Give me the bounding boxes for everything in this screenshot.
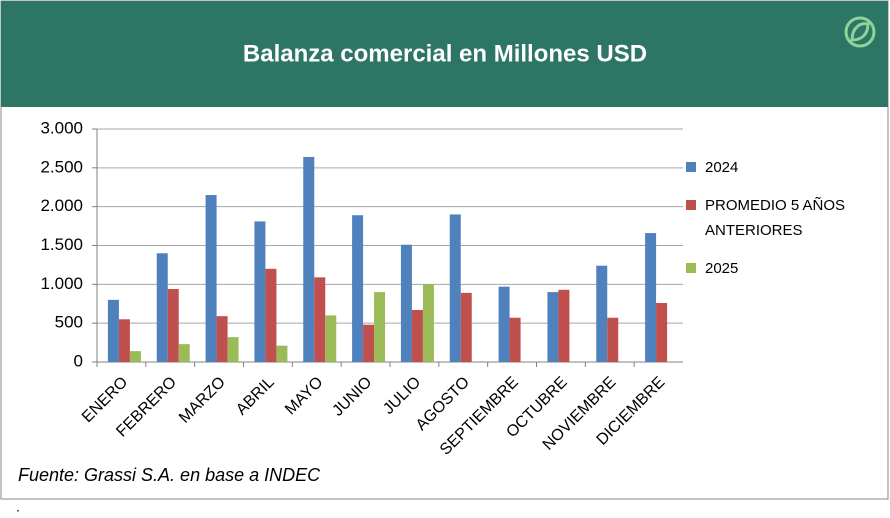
chart-title: Balanza comercial en Millones USD [243, 40, 647, 67]
bar [645, 233, 657, 362]
y-tick-label: 2.000 [40, 196, 83, 215]
bar [449, 214, 461, 362]
bar [558, 289, 570, 362]
y-tick-label: 0 [74, 351, 83, 370]
bar [216, 316, 228, 362]
bar [607, 317, 619, 362]
bar [107, 299, 119, 362]
bar [227, 337, 239, 362]
y-tick-label: 1.000 [40, 274, 83, 293]
y-tick-label: 3.000 [40, 118, 83, 137]
bar [400, 244, 412, 362]
legend-swatch [686, 263, 696, 273]
bar [411, 309, 423, 362]
legend-label: 2024 [705, 159, 739, 176]
legend: 2024 PROMEDIO 5 AÑOS ANTERIORES 2025 [686, 155, 876, 294]
bar [303, 156, 315, 362]
bar [509, 317, 521, 362]
legend-item: 2024 [686, 155, 876, 180]
y-tick-label: 2.500 [40, 157, 83, 176]
bar [460, 292, 472, 362]
legend-label: PROMEDIO 5 AÑOS ANTERIORES [705, 197, 846, 239]
y-tick-label: 1.500 [40, 235, 83, 254]
source: Fuente: Grassi S.A. en base a INDEC [18, 465, 321, 485]
bar [325, 315, 337, 362]
logo [844, 16, 876, 48]
legend-label: 2025 [705, 260, 739, 277]
bar [265, 268, 277, 362]
legend-swatch [686, 200, 696, 210]
bar [656, 302, 668, 362]
bar [363, 324, 375, 362]
y-tick-label: 500 [55, 313, 83, 332]
bar [547, 292, 559, 362]
bar [596, 265, 608, 362]
bar [374, 292, 386, 362]
legend-item: 2025 [686, 256, 876, 281]
bar [205, 195, 217, 362]
bar [276, 345, 288, 362]
legend-swatch [686, 162, 696, 172]
bar [352, 215, 364, 362]
bar [156, 253, 168, 362]
bar [422, 284, 434, 362]
bar [498, 286, 510, 362]
bar [118, 319, 130, 362]
bar [178, 344, 190, 362]
legend-item: PROMEDIO 5 AÑOS ANTERIORES [686, 193, 876, 243]
header [1, 1, 888, 107]
bar [129, 351, 141, 362]
bar [314, 277, 326, 362]
footnote: . [16, 499, 20, 515]
bar [167, 288, 179, 362]
bar [254, 221, 266, 362]
